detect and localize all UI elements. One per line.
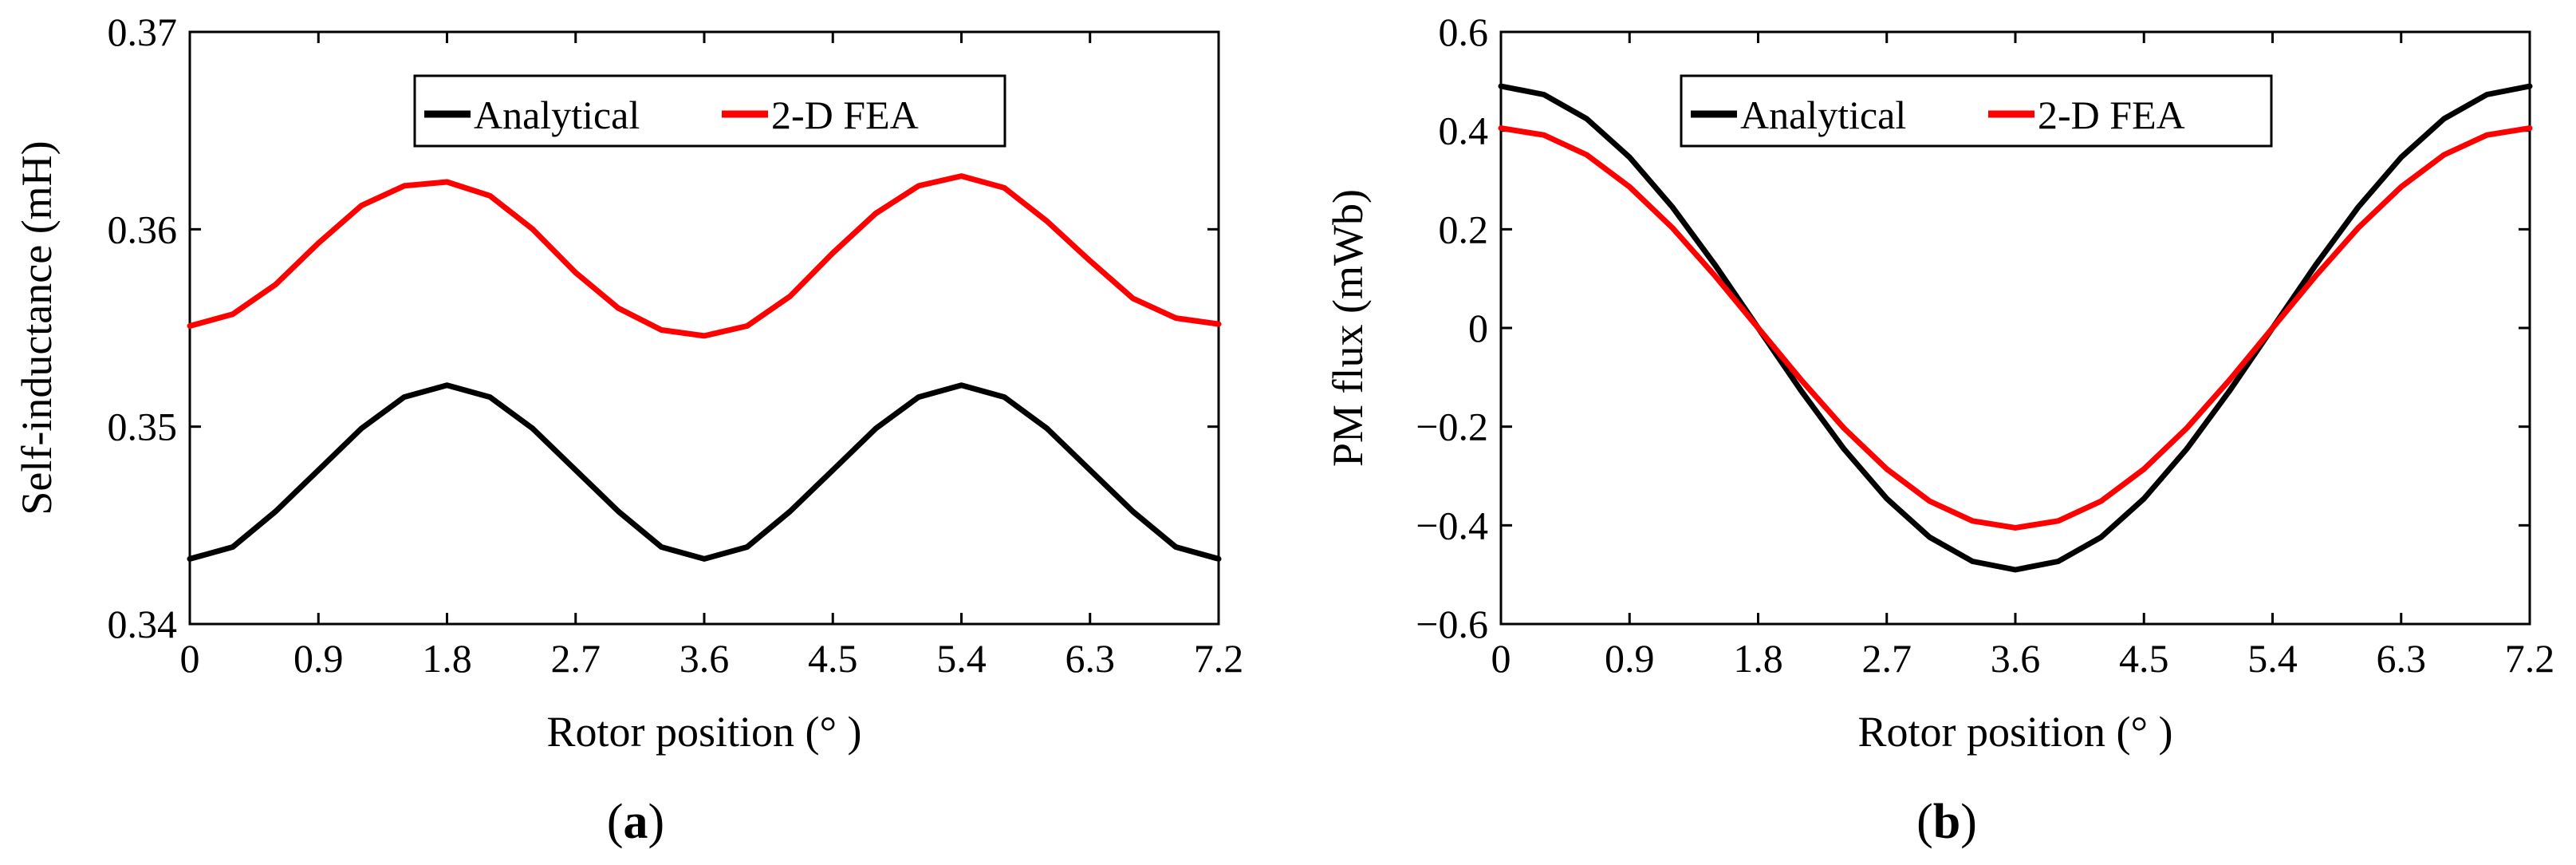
series-lines: [187, 173, 1222, 562]
y-tick-label: −0.2: [1416, 405, 1488, 449]
x-tick-label: 2.7: [551, 636, 601, 681]
y-tick-label: 0.4: [1439, 109, 1489, 153]
series-lines: [1498, 83, 2533, 573]
x-tick-label: 3.6: [1991, 636, 2041, 681]
x-tick-label: 0.9: [1605, 636, 1655, 681]
x-axis-label: Rotor position (° ): [1857, 708, 2172, 756]
y-axis-label: PM flux (mWb): [1324, 189, 1372, 467]
y-tick-labels: 0.34 0.35 0.36 0.37: [108, 10, 178, 646]
legend-box: [413, 74, 1006, 148]
y-tick-label: 0.36: [108, 207, 178, 251]
x-tick-label: 4.5: [2119, 636, 2169, 681]
chart-pm-flux: 0 0.9 1.8 2.7 3.6 4.5 5.4 6.3 7.2 −0.6−0.4−0.200…: [1324, 10, 2554, 849]
x-tick-label: 7.2: [2505, 636, 2555, 681]
x-tick-label: 0.9: [293, 636, 344, 681]
y-tick-labels: −0.6 −0.4 −0.2 0 0.2 0.4 0.6: [1416, 10, 1488, 646]
legend-label-analytical: Analytical: [1740, 93, 1906, 137]
x-tick-label: 0: [180, 636, 200, 681]
panel-label-b: (b): [1916, 795, 1977, 849]
x-tick-label: 6.3: [1065, 636, 1116, 681]
panel-label-a: (a): [607, 795, 664, 849]
y-tick-label: 0.37: [108, 10, 178, 54]
series-line-analytical: [187, 382, 1222, 562]
y-tick-label: 0.2: [1439, 207, 1489, 251]
series-line-analytical: [1498, 83, 2533, 573]
legend-label-analytical: Analytical: [474, 93, 640, 137]
tick-marks: [188, 30, 1220, 626]
series-line-2-d-fea: [1498, 125, 2533, 531]
x-axis-label: Rotor position (° ): [546, 708, 861, 756]
x-tick-label: 0: [1491, 636, 1511, 681]
y-tick-label: 0.34: [108, 602, 178, 646]
y-tick-label: 0.35: [108, 405, 178, 449]
x-tick-label: 1.8: [1733, 636, 1783, 681]
y-tick-label: 0: [1468, 306, 1488, 350]
chart-self-inductance: 0 0.9 1.8 2.7 3.6 4.5 5.4 6.3 7.2 0.340.350.360.…: [13, 10, 1243, 849]
x-tick-label: 5.4: [936, 636, 987, 681]
legend: Analytical 2-D FEA: [1680, 74, 2273, 148]
y-tick-label: 0.6: [1439, 10, 1489, 54]
x-tick-label: 3.6: [679, 636, 730, 681]
legend-box: [1680, 74, 2273, 148]
x-tick-label: 5.4: [2247, 636, 2298, 681]
series-line-2-d-fea: [187, 173, 1222, 339]
x-tick-labels: 0 0.9 1.8 2.7 3.6 4.5 5.4 6.3 7.2: [180, 636, 1244, 681]
legend: Analytical 2-D FEA: [413, 74, 1006, 148]
x-tick-label: 1.8: [422, 636, 472, 681]
x-tick-label: 2.7: [1862, 636, 1912, 681]
x-tick-labels: 0 0.9 1.8 2.7 3.6 4.5 5.4 6.3 7.2: [1491, 636, 2555, 681]
x-tick-label: 7.2: [1194, 636, 1244, 681]
legend-label-2d-fea: 2-D FEA: [2038, 93, 2185, 137]
x-tick-label: 4.5: [808, 636, 858, 681]
legend-label-2d-fea: 2-D FEA: [771, 93, 919, 137]
y-tick-label: −0.6: [1416, 602, 1488, 646]
y-tick-label: −0.4: [1416, 503, 1488, 547]
y-axis-label: Self-inductance (mH): [13, 140, 61, 515]
x-tick-label: 6.3: [2377, 636, 2427, 681]
